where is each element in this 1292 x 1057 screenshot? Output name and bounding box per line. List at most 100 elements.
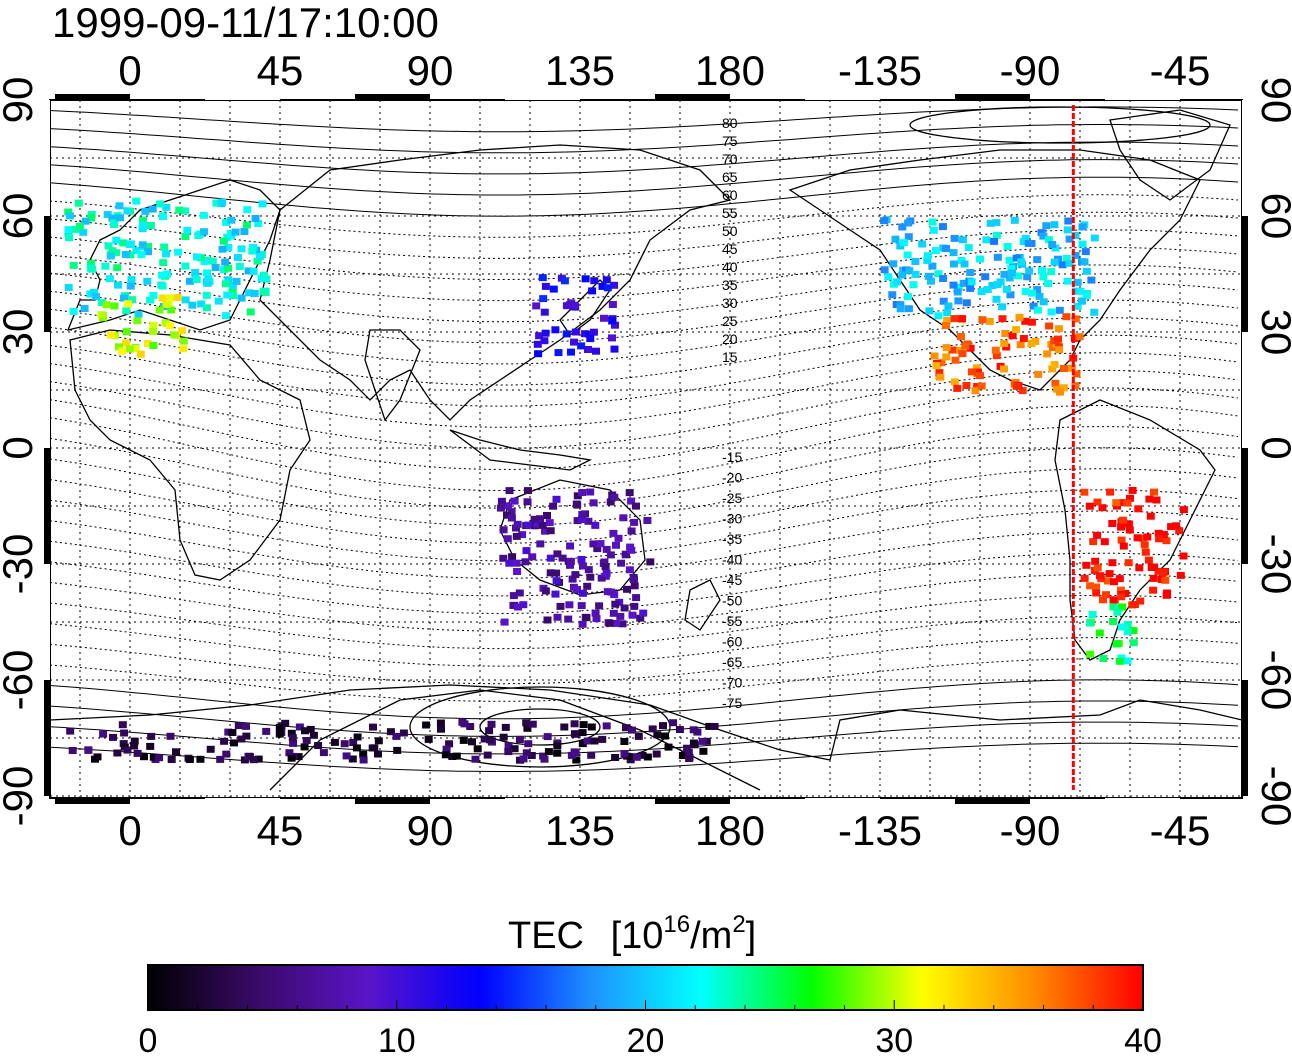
tec-cell: [1001, 330, 1010, 337]
tec-cell: [515, 589, 524, 597]
tec-cell: [934, 270, 943, 278]
tec-cell: [998, 303, 1007, 311]
tec-cell: [538, 274, 547, 282]
tec-cell: [80, 305, 89, 312]
tec-cell: [623, 585, 631, 593]
tec-cell: [74, 199, 83, 207]
tec-cell: [64, 226, 73, 234]
tec-cell: [148, 205, 157, 213]
tec-cell: [245, 752, 254, 760]
tec-cell: [392, 732, 401, 740]
tec-cell: [543, 512, 551, 519]
mlat-label: -40: [722, 552, 742, 568]
tec-cell: [976, 255, 984, 263]
tec-cell: [132, 247, 141, 254]
longitude-label: -45: [1150, 807, 1211, 854]
tec-cell: [64, 229, 73, 237]
tec-cell: [71, 225, 80, 233]
mlat-label: -60: [722, 634, 742, 650]
longitude-label: 0: [118, 807, 141, 854]
tec-cell: [591, 609, 600, 617]
axis-tick-bar: [55, 94, 130, 100]
tec-cell: [1092, 583, 1100, 591]
tec-cell: [1123, 657, 1132, 665]
tec-cell: [572, 756, 581, 764]
tec-cell: [1144, 556, 1153, 564]
tec-cell: [925, 307, 934, 315]
tec-cell: [580, 330, 589, 338]
tec-cell: [285, 749, 294, 757]
tec-cell: [424, 735, 433, 743]
tec-cell: [606, 551, 615, 559]
tec-cell: [1048, 365, 1057, 373]
tec-cell: [1118, 623, 1127, 631]
tec-cell: [571, 730, 580, 738]
tec-cell: [661, 732, 669, 740]
tec-cell: [503, 535, 512, 543]
tec-cell: [162, 250, 171, 258]
tec-cell: [1050, 258, 1059, 266]
tec-cell: [87, 259, 96, 267]
tec-cell: [630, 576, 638, 584]
tec-cell: [992, 219, 1001, 227]
mlat-label: 40: [722, 259, 738, 275]
tec-cell: [597, 574, 606, 582]
tec-cell: [75, 222, 84, 230]
tec-cell: [106, 252, 115, 260]
tec-cell: [614, 534, 623, 542]
tec-cell: [130, 742, 139, 750]
axis-tick-bar: [355, 798, 430, 804]
tec-cell: [275, 723, 284, 731]
south-magnetic-pole-contour: [409, 686, 671, 768]
tec-cell: [1119, 516, 1127, 524]
tec-cell: [1155, 535, 1164, 543]
tec-cell: [212, 199, 221, 207]
axis-tick-bar: [505, 94, 580, 100]
mlat-contour: [50, 679, 1239, 720]
tec-cell: [546, 554, 555, 562]
tec-cell: [1172, 522, 1181, 530]
axis-tick-bar: [1105, 798, 1180, 804]
tec-cell: [259, 288, 268, 296]
tec-cell: [88, 265, 97, 273]
tec-cell: [196, 755, 205, 763]
tec-cell: [258, 200, 267, 208]
mlat-label: 30: [722, 295, 738, 311]
tec-cell: [122, 339, 131, 347]
axis-tick-bar: [44, 100, 50, 216]
tec-cell: [530, 515, 539, 523]
tec-cell: [961, 342, 970, 350]
tec-cell: [115, 202, 124, 210]
tec-cell: [699, 747, 708, 755]
axis-tick-bar: [655, 94, 730, 100]
mlat-label: 50: [722, 223, 738, 239]
tec-cell: [992, 231, 1001, 239]
mlat-contour: [50, 468, 1239, 544]
tec-cell: [991, 346, 1000, 354]
tec-cell: [888, 291, 897, 299]
longitude-label: -90: [1000, 807, 1061, 854]
tec-cell: [240, 228, 249, 235]
tec-cell: [553, 742, 562, 750]
tec-cell: [140, 753, 148, 761]
tec-cell: [1092, 589, 1101, 597]
tec-cell: [587, 723, 596, 731]
tec-cell: [579, 562, 587, 570]
tec-cell: [880, 217, 889, 225]
tec-cell: [126, 251, 135, 259]
tec-cell: [232, 277, 241, 285]
tec-cell: [422, 721, 431, 729]
tec-cell: [219, 237, 228, 245]
tec-cell: [1116, 586, 1125, 594]
tec-cell: [562, 302, 571, 310]
tec-cell: [880, 266, 889, 274]
latitude-label: 60: [1253, 193, 1292, 240]
tec-cell: [1115, 657, 1124, 665]
tec-cell: [571, 328, 580, 336]
mlat-label: -55: [722, 613, 742, 629]
mlat-contour: [50, 637, 1239, 685]
tec-cell: [181, 262, 190, 270]
tec-cell: [155, 306, 164, 314]
tec-cell: [627, 753, 636, 761]
mlat-contour: [50, 317, 1239, 386]
